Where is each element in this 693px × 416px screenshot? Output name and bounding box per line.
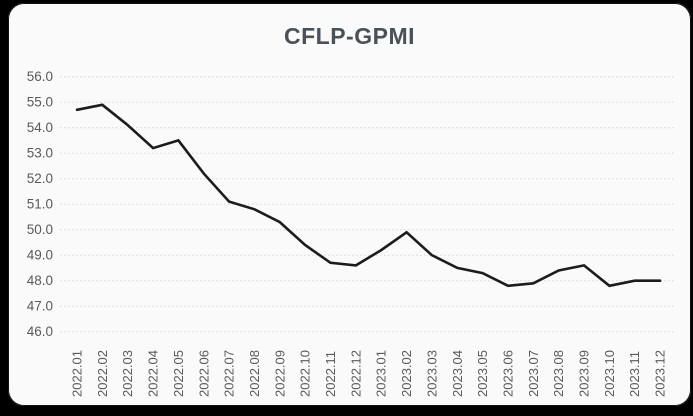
x-tick-label: 2022.12 [348, 350, 363, 397]
y-tick-label: 53.0 [27, 146, 53, 161]
y-tick-label: 48.0 [27, 273, 53, 288]
line-chart: 56.0 55.0 54.0 53.0 52.0 51.0 50.0 49.0 48.0 47.0… [27, 69, 676, 397]
chart-title: CFLP-GPMI [284, 23, 415, 49]
x-tick-label: 2022.05 [171, 350, 186, 397]
x-tick-label: 2022.06 [196, 350, 211, 397]
x-tick-label: 2023.10 [602, 350, 617, 397]
y-tick-label: 49.0 [27, 248, 53, 263]
x-tick-label: 2023.12 [653, 350, 668, 397]
chart-card: CFLP-GPMI 56.0 55.0 54.0 53.0 52.0 51.0 50.0 49… [8, 3, 691, 406]
x-tick-label: 2023.03 [424, 350, 439, 397]
x-tick-label: 2023.04 [450, 350, 465, 397]
y-tick-label: 50.0 [27, 222, 53, 237]
x-tick-label: 2022.10 [298, 350, 313, 397]
x-tick-label: 2023.06 [500, 350, 515, 397]
x-tick-label: 2022.01 [70, 350, 85, 397]
x-tick-label: 2023.05 [475, 350, 490, 397]
y-tick-label: 54.0 [27, 120, 53, 135]
x-tick-label: 2023.07 [526, 350, 541, 397]
x-tick-label: 2022.11 [323, 351, 338, 397]
data-series-line [75, 103, 662, 288]
x-tick-label: 2023.01 [374, 350, 389, 397]
x-tick-label: 2022.02 [95, 350, 110, 397]
x-tick-label: 2023.08 [551, 350, 566, 397]
y-tick-label: 56.0 [27, 69, 53, 84]
x-tick-label: 2023.09 [577, 350, 592, 397]
y-tick-label: 46.0 [27, 324, 53, 339]
x-tick-label: 2023.02 [399, 350, 414, 397]
y-tick-label: 55.0 [27, 95, 53, 110]
x-tick-label: 2022.07 [222, 350, 237, 397]
y-tick-label: 47.0 [27, 299, 53, 314]
x-tick-label: 2022.09 [272, 350, 287, 397]
x-tick-label: 2022.03 [120, 350, 135, 397]
y-tick-label: 51.0 [27, 197, 53, 212]
x-tick-label: 2022.08 [247, 350, 262, 397]
x-tick-label: 2023.11 [627, 351, 642, 397]
x-tick-label: 2022.04 [146, 350, 161, 397]
y-tick-label: 52.0 [27, 171, 53, 186]
